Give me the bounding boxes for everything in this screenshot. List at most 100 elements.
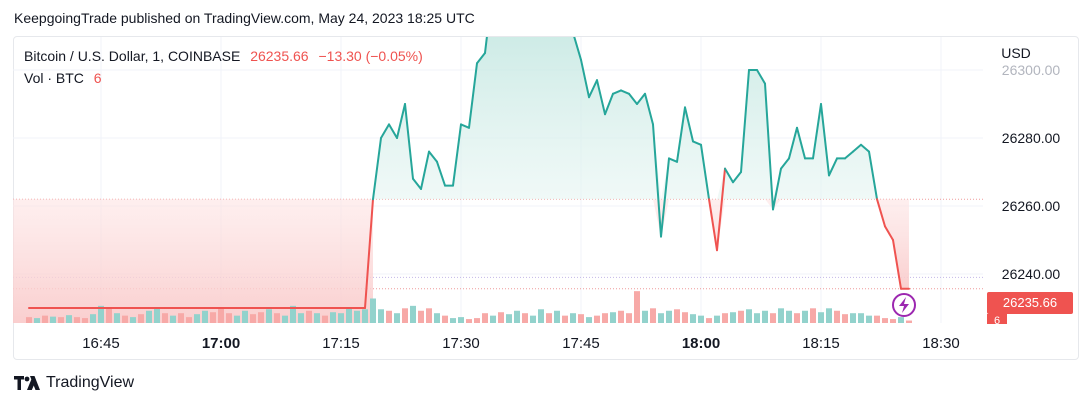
volume-bar bbox=[730, 312, 736, 323]
volume-bar bbox=[658, 313, 664, 323]
volume-bar bbox=[338, 313, 344, 323]
tradingview-logo-icon bbox=[14, 376, 40, 390]
price-segment bbox=[812, 103, 822, 160]
volume-bar bbox=[666, 310, 672, 323]
price-segment bbox=[573, 37, 582, 61]
volume-bar bbox=[226, 313, 232, 323]
price-segment bbox=[716, 167, 726, 252]
volume-bar bbox=[906, 320, 912, 323]
volume-bar bbox=[562, 315, 568, 323]
volume-bar bbox=[490, 315, 496, 323]
time-axis[interactable]: 16:45 17:00 17:15 17:30 17:45 18:00 18:15 18:30 bbox=[82, 335, 960, 352]
volume-bar bbox=[202, 310, 208, 323]
volume-bar bbox=[650, 308, 656, 323]
symbol-title: Bitcoin / U.S. Dollar, 1, COINBASE bbox=[24, 48, 241, 64]
volume-bar bbox=[626, 313, 632, 323]
volume-bar bbox=[250, 314, 256, 323]
volume-bar bbox=[674, 309, 680, 323]
volume-bar bbox=[514, 310, 520, 323]
volume-bar bbox=[66, 315, 72, 323]
volume-bar bbox=[802, 310, 808, 323]
last-price: 26235.66 bbox=[250, 48, 309, 64]
price-segment bbox=[892, 239, 902, 290]
volume-bar bbox=[874, 315, 880, 323]
volume-bar bbox=[218, 308, 224, 323]
price-segment bbox=[732, 171, 742, 184]
volume-bar bbox=[154, 308, 160, 323]
volume-bar bbox=[842, 314, 848, 323]
price-segment bbox=[708, 198, 718, 252]
volume-bar bbox=[738, 310, 744, 323]
price-segment bbox=[364, 198, 374, 309]
volume-bar bbox=[162, 313, 168, 323]
price-segment bbox=[380, 123, 390, 139]
time-tick-label: 17:45 bbox=[562, 335, 600, 352]
price-segment bbox=[676, 106, 686, 163]
price-segment bbox=[452, 123, 462, 187]
volume-bar bbox=[82, 318, 88, 323]
volume-bar bbox=[762, 310, 768, 323]
volume-bar bbox=[786, 310, 792, 323]
time-tick-label: 17:30 bbox=[442, 335, 480, 352]
price-segment bbox=[588, 79, 598, 99]
last-volume-badge: 6 bbox=[987, 314, 1007, 324]
volume-bar bbox=[282, 315, 288, 323]
price-segment bbox=[820, 103, 830, 177]
tradingview-brand: TradingView bbox=[46, 374, 135, 391]
volume-bar bbox=[794, 313, 800, 323]
volume-bar bbox=[26, 317, 32, 323]
volume-bar bbox=[106, 308, 112, 323]
price-segment bbox=[476, 52, 486, 65]
volume-bar bbox=[618, 310, 624, 323]
price-segment bbox=[884, 225, 894, 241]
area-below-baseline bbox=[373, 199, 909, 289]
price-segment bbox=[620, 89, 630, 95]
volume-bar bbox=[346, 308, 352, 323]
price-segment bbox=[372, 137, 382, 201]
volume-bar bbox=[866, 315, 872, 323]
volume-bar bbox=[578, 314, 584, 323]
volume-bar bbox=[586, 317, 592, 323]
price-segment bbox=[876, 198, 886, 228]
price-segment bbox=[628, 92, 638, 105]
price-segment bbox=[636, 92, 646, 105]
volume-legend: Vol · BTC 6 bbox=[24, 70, 102, 86]
volume-bar bbox=[378, 309, 384, 323]
price-segment bbox=[404, 103, 414, 180]
volume-bar bbox=[538, 309, 544, 323]
volume-bar bbox=[442, 315, 448, 323]
volume-bar bbox=[418, 310, 424, 323]
volume-bar bbox=[602, 313, 608, 323]
bolt-icon[interactable] bbox=[892, 293, 916, 317]
volume-bar bbox=[826, 308, 832, 323]
price-segment bbox=[700, 143, 710, 201]
volume-bar bbox=[570, 313, 576, 323]
volume-bar bbox=[898, 317, 904, 323]
volume-bar bbox=[498, 312, 504, 323]
price-segment bbox=[396, 103, 406, 139]
volume-bar bbox=[50, 316, 56, 323]
volume-bar bbox=[634, 291, 640, 323]
pre-area-down bbox=[13, 199, 373, 323]
price-tick-label: 26280.00 bbox=[1002, 130, 1061, 146]
volume-bar bbox=[274, 313, 280, 323]
price-segment bbox=[580, 58, 590, 99]
volume-bar bbox=[610, 312, 616, 323]
volume-bar bbox=[426, 308, 432, 323]
volume-bar bbox=[178, 313, 184, 323]
volume-bar bbox=[746, 309, 752, 323]
volume-bar bbox=[706, 318, 712, 323]
volume-bar bbox=[170, 315, 176, 323]
price-segment bbox=[668, 157, 678, 163]
volume-bar bbox=[114, 313, 120, 323]
chart-frame[interactable] bbox=[13, 36, 1079, 360]
volume-bar bbox=[90, 314, 96, 323]
volume-bar bbox=[834, 310, 840, 323]
tradingview-footer[interactable]: TradingView bbox=[14, 374, 134, 392]
volume-value: 6 bbox=[93, 70, 102, 86]
price-tick-label: 26240.00 bbox=[1002, 266, 1061, 282]
price-segment bbox=[565, 9, 573, 33]
price-segment bbox=[604, 92, 614, 116]
